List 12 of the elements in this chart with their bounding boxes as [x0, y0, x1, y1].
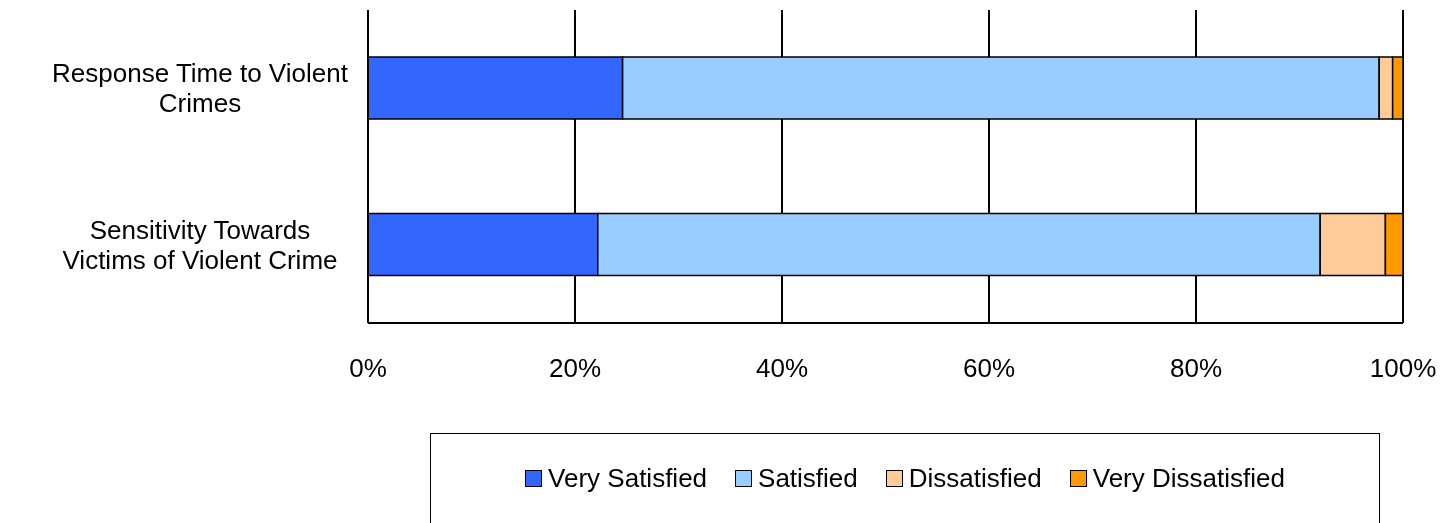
legend-label: Satisfied — [757, 462, 858, 494]
x-tick-label: 20% — [548, 353, 602, 384]
x-tick-label: 60% — [962, 353, 1016, 384]
x-tick-label: 80% — [1169, 353, 1223, 384]
y-tick-label: Sensitivity Towards Victims of Violent Crime — [62, 214, 338, 275]
x-tick-label: 40% — [755, 353, 809, 384]
x-tick-label: 100% — [1369, 353, 1437, 384]
legend-label: Very Dissatisfied — [1091, 462, 1285, 494]
x-tick-label: 0% — [349, 353, 387, 384]
legend-label: Very Satisfied — [547, 462, 708, 494]
y-tick-label: Response Time to Violent Crimes — [52, 58, 349, 119]
legend-label: Dissatisfied — [907, 462, 1042, 494]
